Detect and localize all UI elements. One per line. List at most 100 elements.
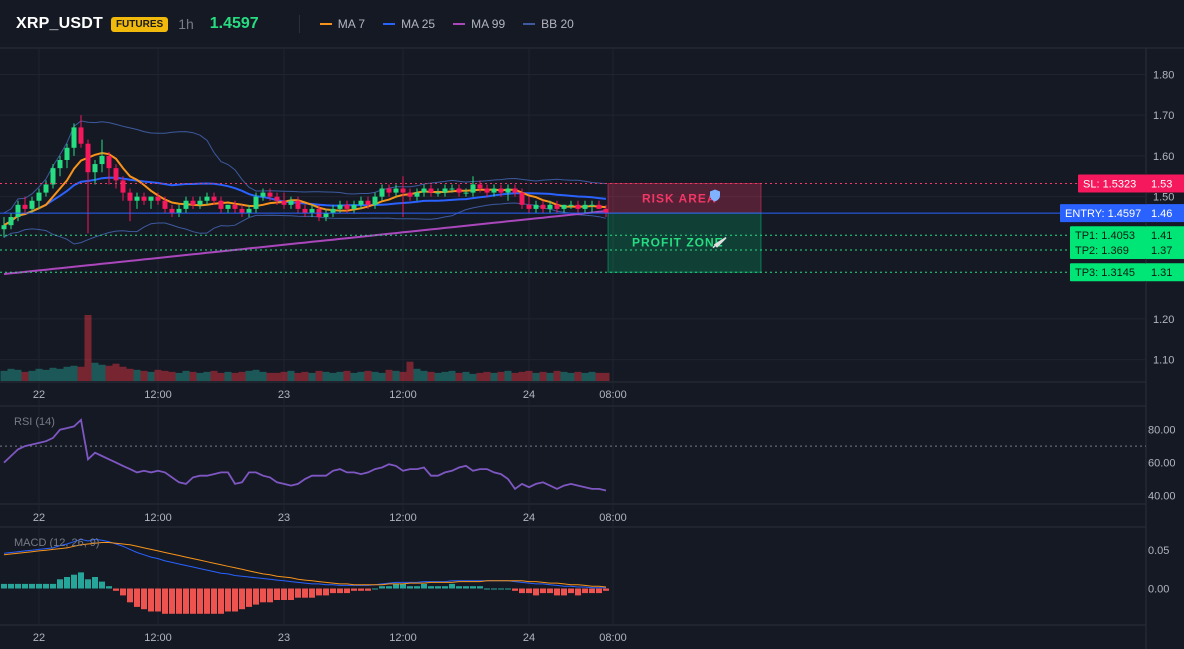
candle[interactable]: [1, 217, 7, 238]
candle[interactable]: [211, 192, 217, 205]
candle[interactable]: [253, 192, 259, 213]
candle[interactable]: [491, 184, 497, 197]
time-axis[interactable]: 22 12:00 23 12:00 24 08:00 22 12:00 23 12:00 24 08:…: [33, 389, 627, 644]
candle[interactable]: [43, 180, 49, 197]
candle[interactable]: [358, 196, 364, 209]
candle[interactable]: [85, 139, 91, 234]
candle[interactable]: [155, 192, 161, 205]
tp2-tag[interactable]: TP2: 1.369: [1070, 241, 1146, 260]
candle[interactable]: [64, 143, 70, 169]
candle[interactable]: [575, 200, 581, 213]
candle[interactable]: [134, 192, 140, 209]
legend-ma99[interactable]: MA 99: [453, 17, 505, 31]
tp1-tag[interactable]: TP1: 1.4053: [1070, 226, 1146, 245]
candle[interactable]: [281, 192, 287, 209]
candle[interactable]: [526, 196, 532, 213]
candle[interactable]: [162, 196, 168, 213]
candle[interactable]: [414, 188, 420, 201]
legend-bb20[interactable]: BB 20: [523, 17, 574, 31]
candle[interactable]: [463, 188, 469, 197]
candle[interactable]: [337, 200, 343, 213]
candle[interactable]: [330, 204, 336, 218]
candle[interactable]: [225, 204, 231, 213]
candle[interactable]: [442, 184, 448, 197]
price-axis[interactable]: 1.80 1.70 1.60 1.50 1.20 1.10 SL: 1.5323 1.53 EN…: [1060, 69, 1184, 367]
candle[interactable]: [57, 155, 63, 177]
candle[interactable]: [190, 196, 196, 209]
candle[interactable]: [540, 200, 546, 213]
candle[interactable]: [407, 188, 413, 201]
candle[interactable]: [477, 180, 483, 193]
candle[interactable]: [218, 196, 224, 213]
macd-pane[interactable]: 0.05 0.00: [1, 538, 1169, 614]
candle[interactable]: [596, 200, 602, 209]
candle[interactable]: [372, 192, 378, 209]
candle[interactable]: [246, 204, 252, 218]
candle[interactable]: [113, 164, 119, 189]
candle[interactable]: [421, 184, 427, 197]
candle[interactable]: [344, 200, 350, 213]
candle[interactable]: [148, 196, 154, 209]
candle[interactable]: [22, 196, 28, 213]
candle[interactable]: [470, 176, 476, 197]
candle[interactable]: [379, 184, 385, 201]
candle[interactable]: [484, 184, 490, 197]
candle[interactable]: [78, 115, 84, 148]
candle[interactable]: [498, 184, 504, 197]
candle[interactable]: [295, 196, 301, 213]
candle[interactable]: [568, 200, 574, 209]
candle[interactable]: [519, 188, 525, 209]
candle[interactable]: [127, 188, 133, 222]
candle[interactable]: [512, 184, 518, 197]
candle[interactable]: [197, 196, 203, 209]
candle[interactable]: [267, 188, 273, 201]
candle[interactable]: [288, 196, 294, 209]
symbol-name[interactable]: XRP_USDT: [16, 15, 103, 32]
rsi-pane[interactable]: 80.00 60.00 40.00: [0, 418, 1176, 503]
candle[interactable]: [449, 184, 455, 193]
candle[interactable]: [400, 176, 406, 218]
candle[interactable]: [99, 139, 105, 173]
candle[interactable]: [505, 184, 511, 201]
candle[interactable]: [169, 204, 175, 218]
candles[interactable]: [1, 115, 609, 238]
candle[interactable]: [554, 200, 560, 213]
candle[interactable]: [547, 200, 553, 213]
candle[interactable]: [50, 164, 56, 189]
candle[interactable]: [428, 184, 434, 197]
candle[interactable]: [92, 160, 98, 185]
candle[interactable]: [386, 184, 392, 197]
candle[interactable]: [274, 192, 280, 205]
entry-tag[interactable]: ENTRY: 1.4597: [1060, 204, 1146, 223]
candle[interactable]: [36, 188, 42, 209]
candle[interactable]: [141, 192, 147, 205]
candle[interactable]: [239, 204, 245, 218]
candle[interactable]: [589, 200, 595, 213]
candle[interactable]: [582, 200, 588, 213]
candle[interactable]: [456, 184, 462, 197]
candle[interactable]: [15, 200, 21, 222]
candle[interactable]: [183, 196, 189, 213]
candle[interactable]: [323, 208, 329, 222]
candle[interactable]: [106, 151, 112, 185]
candle[interactable]: [309, 204, 315, 218]
candle[interactable]: [232, 200, 238, 213]
candle[interactable]: [603, 204, 609, 218]
candle[interactable]: [176, 204, 182, 218]
candle[interactable]: [204, 192, 210, 205]
timeframe-label[interactable]: 1h: [178, 16, 194, 32]
sl-tag[interactable]: SL: 1.5323: [1078, 174, 1146, 193]
candle[interactable]: [120, 176, 126, 201]
candle[interactable]: [393, 184, 399, 197]
candle[interactable]: [260, 188, 266, 201]
candle[interactable]: [351, 200, 357, 213]
legend-ma25[interactable]: MA 25: [383, 17, 435, 31]
candle[interactable]: [533, 200, 539, 213]
candle[interactable]: [365, 196, 371, 209]
tp3-tag[interactable]: TP3: 1.3145: [1070, 263, 1146, 282]
candle[interactable]: [302, 204, 308, 218]
candle[interactable]: [71, 123, 77, 156]
candle[interactable]: [29, 196, 35, 213]
candle[interactable]: [8, 212, 14, 230]
